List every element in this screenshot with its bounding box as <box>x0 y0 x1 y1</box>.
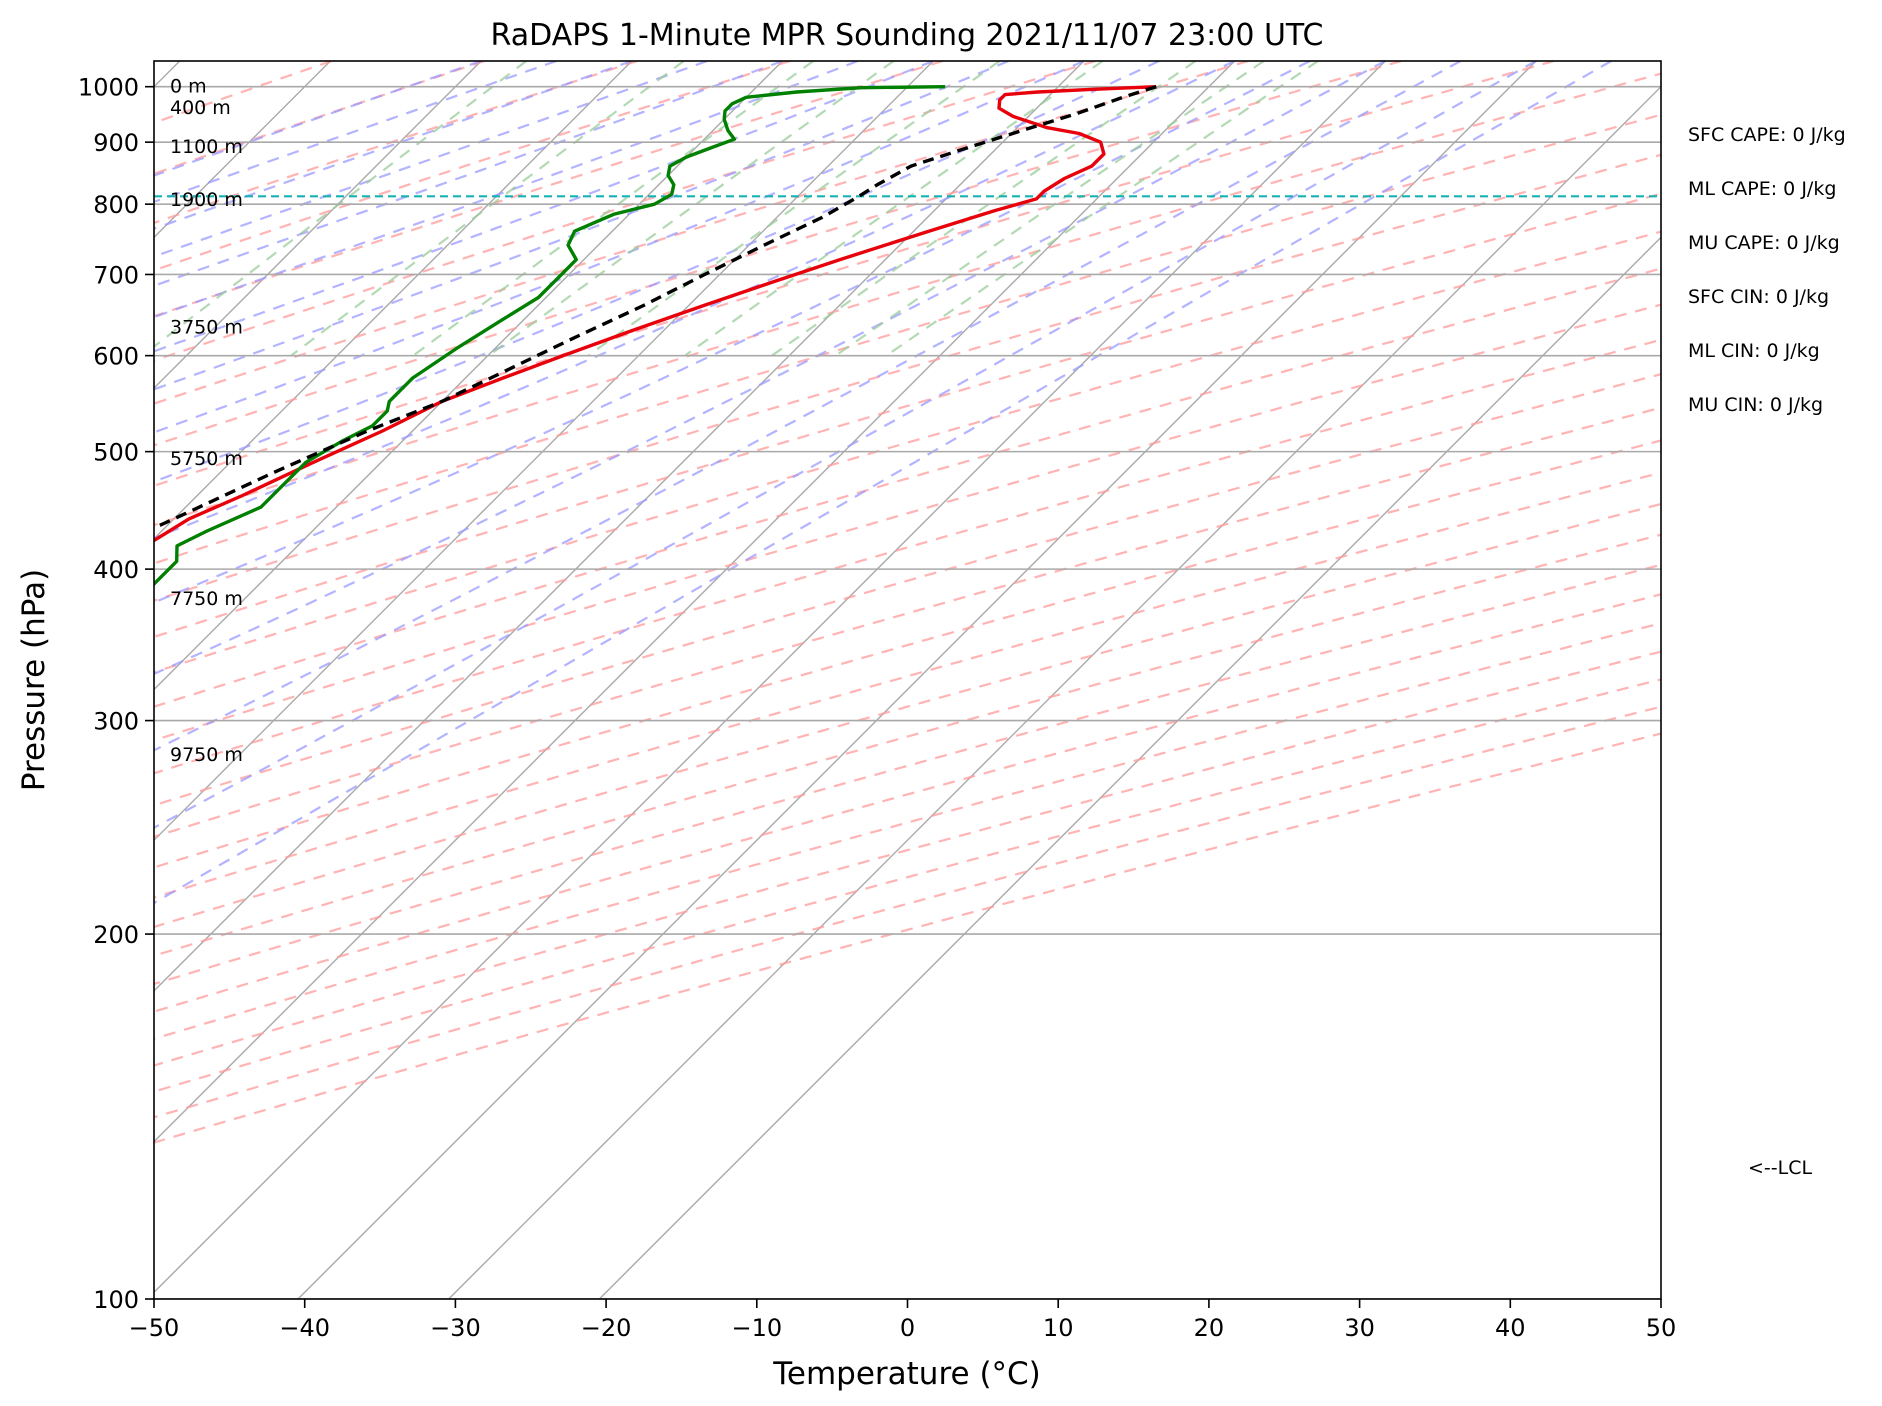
isotherm-line <box>154 61 1386 1294</box>
background-lines <box>154 61 1661 1299</box>
height-label: 5750 m <box>170 448 243 470</box>
isotherm-line <box>297 61 1537 1299</box>
y-tick-label: 300 <box>93 708 139 736</box>
y-tick-label: 1000 <box>78 74 139 102</box>
moist-adiabat-line <box>154 61 1085 434</box>
stat-sfc-cape: SFC CAPE: 0 J/kg <box>1688 124 1846 146</box>
dry-adiabat-line <box>154 230 1661 674</box>
dewpoint-line <box>154 85 946 587</box>
isotherm-line <box>154 61 633 540</box>
moist-adiabat-line <box>154 61 557 204</box>
series-layer <box>154 85 1157 587</box>
x-tick-label: −30 <box>430 1314 481 1342</box>
mixing-ratio-line <box>412 61 814 357</box>
moist-adiabat-line <box>154 61 633 230</box>
height-label: 3750 m <box>170 316 243 338</box>
x-tick-label: −10 <box>731 1314 782 1342</box>
y-tick-label: 200 <box>93 921 139 949</box>
isotherm-line <box>598 236 1661 1299</box>
isotherm-line <box>154 61 1085 992</box>
x-axis-label: Temperature (°C) <box>772 1356 1041 1392</box>
dry-adiabat-line <box>154 502 1661 929</box>
dry-adiabat-line <box>154 113 1661 565</box>
moist-adiabat-line <box>154 61 708 258</box>
height-label: 7750 m <box>170 588 243 610</box>
dry-adiabat-line <box>154 61 638 225</box>
dry-adiabat-line <box>154 61 1249 405</box>
stats-panel: SFC CAPE: 0 J/kg ML CAPE: 0 J/kg MU CAPE… <box>1688 108 1846 432</box>
height-label: 1100 m <box>170 136 243 158</box>
mixing-ratio-line <box>885 61 1319 357</box>
dry-adiabat-line <box>154 61 1096 362</box>
stat-sfc-cin: SFC CIN: 0 J/kg <box>1688 286 1830 308</box>
y-axis-ticks: 100 200 300 400 500 600 700 800 900 1000 <box>78 74 154 1314</box>
mixing-ratio-line <box>684 61 1104 357</box>
dry-adiabat-line <box>154 406 1661 838</box>
stat-mu-cape: MU CAPE: 0 J/kg <box>1688 232 1840 254</box>
mixing-ratio-line <box>488 61 895 357</box>
mixing-ratio-line <box>154 61 527 348</box>
x-tick-label: 0 <box>900 1314 915 1342</box>
dry-adiabat-line <box>154 593 1661 1013</box>
moist-adiabat-line <box>154 61 1537 829</box>
mixing-ratio-line <box>835 61 1265 357</box>
parcel-line <box>154 85 1157 530</box>
x-tick-label: 30 <box>1344 1314 1375 1342</box>
x-axis-ticks: −50 −40 −30 −20 −10 0 10 20 30 40 50 <box>129 1299 1677 1342</box>
y-tick-label: 900 <box>93 129 139 157</box>
dry-adiabat-line <box>154 153 1661 602</box>
height-label: 0 m <box>170 76 207 98</box>
mixing-ratio-line <box>290 61 685 357</box>
x-tick-label: 10 <box>1043 1314 1074 1342</box>
y-tick-label: 800 <box>93 191 139 219</box>
dry-adiabat-line <box>154 678 1661 1093</box>
mixing-ratio-line <box>771 61 1197 357</box>
temperature-line <box>154 85 1157 543</box>
x-tick-label: 40 <box>1495 1314 1526 1342</box>
dry-adiabat-line <box>154 439 1661 869</box>
isotherm-line <box>154 61 934 842</box>
dry-adiabat-line <box>154 533 1661 957</box>
y-tick-label: 100 <box>93 1286 139 1314</box>
isotherm-line <box>154 61 1236 1143</box>
dry-adiabat-line <box>154 72 1661 527</box>
height-label: 1900 m <box>170 189 243 211</box>
moist-adiabat-line <box>154 61 1462 752</box>
y-tick-label: 400 <box>93 556 139 584</box>
isotherm-line <box>154 61 482 390</box>
moist-adiabat-line <box>154 61 1612 905</box>
dry-adiabat-line <box>154 192 1661 639</box>
dry-adiabat-line <box>154 61 791 272</box>
moist-adiabat-line <box>154 61 1236 540</box>
y-axis-label: Pressure (hPa) <box>16 569 52 791</box>
moist-adiabat-line <box>154 61 482 177</box>
y-tick-label: 500 <box>93 439 139 467</box>
moist-adiabat-line <box>154 61 1160 483</box>
height-label: 9750 m <box>170 744 243 766</box>
x-tick-label: −40 <box>279 1314 330 1342</box>
y-tick-label: 700 <box>93 261 139 289</box>
lcl-label: <--LCL <box>1748 1157 1813 1179</box>
y-tick-label: 600 <box>93 343 139 371</box>
dry-adiabat-line <box>154 622 1661 1040</box>
chart-title: RaDAPS 1-Minute MPR Sounding 2021/11/07 … <box>491 18 1324 53</box>
stat-mu-cin: MU CIN: 0 J/kg <box>1688 394 1824 416</box>
moist-adiabat-line <box>154 61 1009 391</box>
x-tick-label: −20 <box>581 1314 632 1342</box>
stat-ml-cape: ML CAPE: 0 J/kg <box>1688 178 1837 200</box>
isotherm-line <box>448 85 1661 1299</box>
x-tick-label: 20 <box>1194 1314 1225 1342</box>
height-label: 400 m <box>170 97 231 119</box>
mixing-ratio-line <box>587 61 1001 357</box>
x-tick-label: −50 <box>129 1314 180 1342</box>
stat-ml-cin: ML CIN: 0 J/kg <box>1688 340 1820 362</box>
x-tick-label: 50 <box>1646 1314 1677 1342</box>
